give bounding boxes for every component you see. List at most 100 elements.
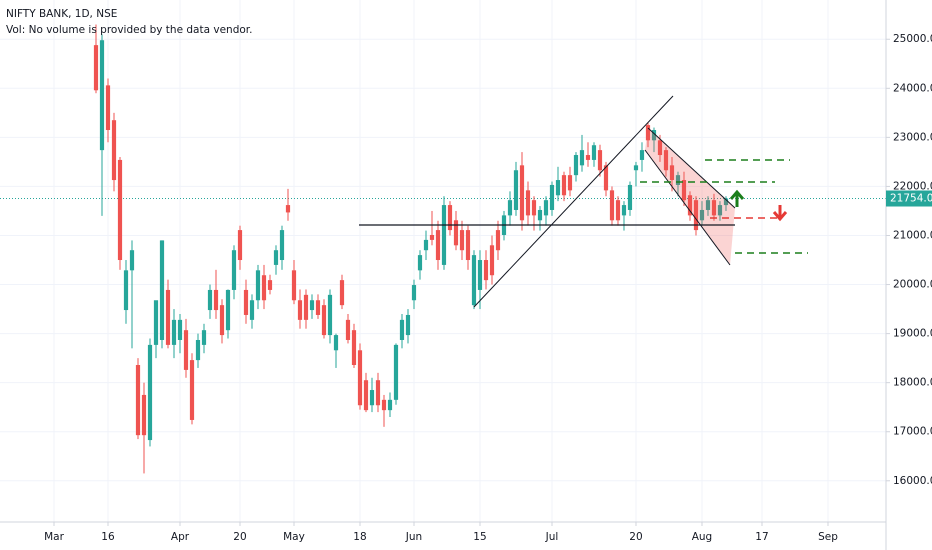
candle-body — [375, 380, 381, 406]
x-tick-label: Jun — [405, 531, 422, 543]
candle-body — [321, 305, 327, 336]
candle-body — [327, 294, 333, 336]
x-tick-label: Sep — [818, 531, 838, 543]
candle-body — [633, 165, 639, 171]
candle-body — [165, 289, 171, 345]
candle-body — [279, 230, 285, 261]
candle-body — [591, 145, 597, 160]
chart-subtitle: Vol: No volume is provided by the data v… — [6, 24, 252, 36]
x-tick-label: 20 — [233, 531, 246, 543]
candle-body — [285, 205, 291, 213]
candle-body — [381, 399, 387, 411]
last-price-box — [886, 190, 932, 207]
candle-body — [471, 255, 477, 306]
candle-body — [219, 305, 225, 336]
candle-body — [387, 399, 393, 411]
candle-body — [99, 40, 105, 151]
candle-body — [549, 184, 555, 210]
candle-body — [411, 285, 417, 301]
candle-body — [303, 294, 309, 320]
y-tick-label: 23000.00 — [893, 131, 932, 143]
candle-body — [561, 175, 567, 196]
candle-body — [483, 260, 489, 281]
candle-body — [123, 270, 129, 311]
candle-body — [159, 240, 165, 340]
x-tick-label: May — [283, 531, 305, 543]
candle-body — [645, 125, 651, 141]
candle-body — [369, 390, 375, 406]
candle-body — [117, 159, 123, 261]
candle-body — [345, 319, 351, 340]
y-tick-label: 25000.00 — [893, 33, 932, 45]
candle-body — [699, 209, 705, 221]
candle-body — [513, 170, 519, 210]
candle-body — [261, 275, 267, 301]
y-tick-label: 17000.00 — [893, 426, 932, 438]
candle-body — [717, 205, 723, 216]
trend-line — [647, 127, 736, 209]
candle-body — [267, 280, 273, 290]
candle-body — [423, 239, 429, 251]
y-tick-label: 16000.00 — [893, 475, 932, 487]
candle-body — [585, 155, 591, 160]
candle-body — [93, 45, 99, 91]
x-tick-label: 15 — [473, 531, 486, 543]
candle-body — [243, 289, 249, 315]
candle-body — [621, 205, 627, 216]
x-tick-label: Jul — [545, 531, 559, 543]
candle-body — [399, 319, 405, 340]
candle-body — [135, 365, 141, 436]
channel-fill — [645, 128, 735, 265]
drawings — [359, 95, 808, 308]
candle-body — [177, 319, 183, 340]
candle-body — [609, 190, 615, 221]
candle-body — [297, 300, 303, 320]
candle-body — [291, 270, 297, 301]
candle-body — [543, 200, 549, 216]
candle-body — [357, 350, 363, 406]
candle-body — [351, 330, 357, 366]
x-tick-label: Mar — [44, 531, 64, 543]
candle-body — [429, 234, 435, 240]
candle-body — [201, 330, 207, 345]
candle-body — [147, 344, 153, 441]
y-tick-label: 22000.00 — [893, 180, 932, 192]
candle-body — [189, 360, 195, 420]
candle-body — [213, 289, 219, 311]
candle-body — [477, 260, 483, 290]
candle-body — [507, 200, 513, 216]
x-tick-label: 20 — [629, 531, 642, 543]
candle-body — [183, 330, 189, 370]
candle-body — [489, 245, 495, 276]
candle-body — [675, 175, 681, 185]
candle-body — [711, 200, 717, 216]
candle-body — [603, 165, 609, 191]
candles — [93, 24, 729, 474]
candle-body — [207, 289, 213, 311]
candle-body — [555, 180, 561, 196]
candle-body — [705, 200, 711, 210]
y-tick-label: 19000.00 — [893, 328, 932, 340]
candle-body — [315, 300, 321, 315]
candle-body — [129, 250, 135, 271]
candle-body — [171, 319, 177, 345]
candle-body — [231, 250, 237, 290]
candle-body — [237, 230, 243, 261]
candle-body — [519, 165, 525, 221]
candle-body — [615, 200, 621, 221]
y-tick-label: 21000.00 — [893, 229, 932, 241]
candle-body — [153, 300, 159, 345]
x-tick-label: 17 — [755, 531, 768, 543]
candle-body — [525, 190, 531, 216]
x-tick-label: 18 — [353, 531, 366, 543]
candle-body — [339, 280, 345, 306]
candle-body — [567, 175, 573, 191]
last-price-label: 21754.00 — [890, 192, 932, 204]
candle-body — [141, 394, 147, 436]
candle-body — [495, 230, 501, 251]
candle-body — [579, 150, 585, 166]
candle-body — [393, 344, 399, 400]
